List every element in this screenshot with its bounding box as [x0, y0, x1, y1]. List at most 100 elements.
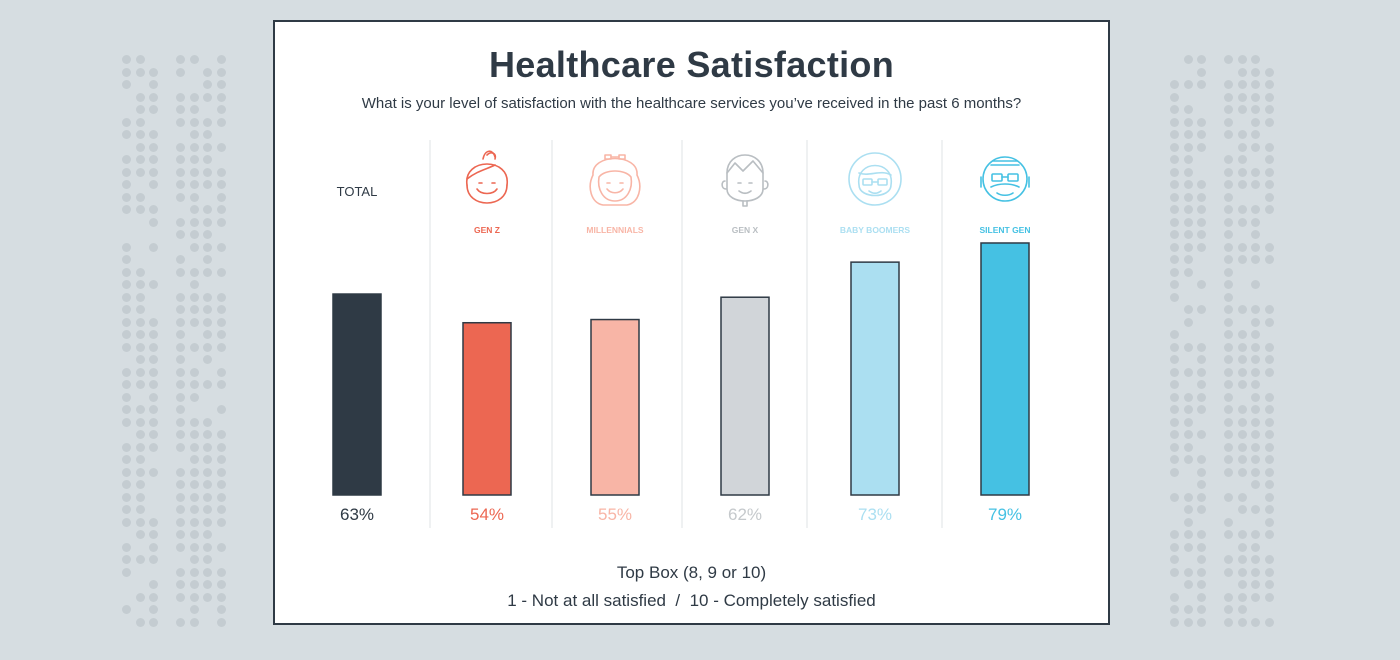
decorative-dot [135, 205, 145, 214]
decorative-dot [1264, 105, 1274, 114]
decorative-dot [122, 555, 131, 564]
decorative-dot [1224, 455, 1233, 464]
decorative-dot [1264, 405, 1274, 414]
decorative-dot [1224, 355, 1233, 364]
decorative-dot [1251, 105, 1260, 114]
decorative-dot [135, 480, 145, 489]
decorative-dot [1237, 417, 1247, 427]
decorative-dot [1224, 117, 1233, 127]
bar [462, 321, 512, 496]
decorative-dot [176, 492, 185, 502]
decorative-dot [1264, 567, 1274, 577]
decorative-dot [1237, 355, 1247, 364]
footer-scale-legend: 1 - Not at all satisfied / 10 - Complete… [507, 591, 876, 610]
decorative-dot [1224, 392, 1233, 402]
decorative-dot [1183, 605, 1193, 614]
decorative-dot [135, 142, 145, 152]
footer-scale-note: Top Box (8, 9 or 10) [616, 563, 767, 582]
decorative-dot [189, 105, 199, 114]
decorative-dot [1197, 555, 1206, 564]
decorative-dot [149, 367, 158, 377]
decorative-dot [1224, 167, 1233, 177]
decorative-dot [1224, 567, 1233, 577]
decorative-dot [176, 292, 185, 302]
gen-x-icon [721, 154, 769, 207]
decorative-dot [135, 305, 145, 314]
decorative-dot [1264, 142, 1274, 152]
decorative-dot [135, 355, 145, 364]
decorative-dot [149, 617, 158, 627]
decorative-dot [1251, 217, 1260, 227]
decorative-dot [189, 567, 199, 577]
decorative-dot [203, 467, 212, 477]
decorative-dot [216, 380, 226, 389]
decorative-dot [122, 267, 131, 277]
decorative-dot [1170, 417, 1179, 427]
decorative-dot [189, 305, 199, 314]
decorative-dot [1170, 167, 1179, 177]
decorative-dot [122, 167, 131, 177]
decorative-dot [149, 467, 158, 477]
decorative-dot [176, 480, 185, 489]
decorative-dot [1197, 67, 1206, 77]
decorative-dot [203, 480, 212, 489]
decorative-dot [216, 180, 226, 189]
decorative-dot [176, 530, 185, 539]
decorative-dot [1183, 242, 1193, 252]
decorative-dot [216, 455, 226, 464]
decorative-dot [1237, 155, 1247, 164]
decorative-dot [135, 92, 145, 102]
decorative-dot [1183, 255, 1193, 264]
decorative-dot [189, 555, 199, 564]
decorative-dot [122, 442, 131, 452]
decorative-dot [149, 67, 158, 77]
decorative-dot [176, 367, 185, 377]
chart-title: Healthcare Satisfaction [488, 44, 895, 85]
decorative-dot [1264, 155, 1274, 164]
decorative-dot [203, 305, 212, 314]
decorative-dot [122, 517, 131, 527]
decorative-dot [1224, 242, 1233, 252]
decorative-dot [1197, 280, 1206, 289]
decorative-dot [1170, 367, 1179, 377]
decorative-dot [149, 242, 158, 252]
decorative-dot [1170, 530, 1179, 539]
decorative-dot [149, 130, 158, 139]
decorative-dot [149, 355, 158, 364]
decorative-dot [216, 142, 226, 152]
decorative-dot [216, 405, 226, 414]
decorative-dot [1251, 367, 1260, 377]
decorative-dot [1197, 192, 1206, 202]
decorative-dot [1224, 305, 1233, 314]
decorative-dot [1251, 317, 1260, 327]
decorative-dot [1183, 442, 1193, 452]
decorative-dot [203, 255, 212, 264]
bar [850, 261, 900, 496]
decorative-dot [1264, 517, 1274, 527]
decorative-dot [1251, 505, 1260, 514]
decorative-dot [176, 392, 185, 402]
decorative-dot [1237, 555, 1247, 564]
decorative-dot [216, 292, 226, 302]
decorative-dot [1237, 380, 1247, 389]
decorative-dot [189, 505, 199, 514]
decorative-dot [203, 542, 212, 552]
decorative-dot [189, 492, 199, 502]
decorative-dot [135, 167, 145, 177]
decorative-dot [1264, 242, 1274, 252]
category-label: MILLENNIALS [586, 225, 643, 235]
decorative-dot [216, 192, 226, 202]
decorative-dot [216, 542, 226, 552]
decorative-dot [189, 392, 199, 402]
decorative-dot [203, 455, 212, 464]
decorative-dot [1251, 305, 1260, 314]
category-label: GEN X [732, 225, 759, 235]
decorative-dot [1224, 442, 1233, 452]
decorative-dot [1183, 392, 1193, 402]
decorative-dot [1237, 430, 1247, 439]
decorative-dot [1264, 580, 1274, 589]
decorative-dot [135, 130, 145, 139]
decorative-dot [135, 505, 145, 514]
decorative-dot [1251, 255, 1260, 264]
decorative-dot [122, 492, 131, 502]
